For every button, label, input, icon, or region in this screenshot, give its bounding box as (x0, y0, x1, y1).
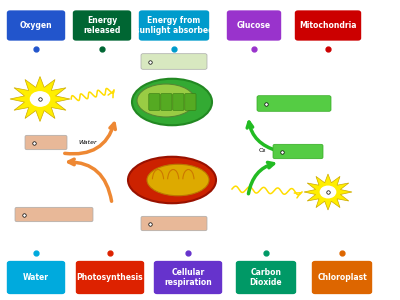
Text: Water: Water (78, 140, 97, 145)
Text: Chloroplast: Chloroplast (317, 273, 367, 282)
Text: Water: Water (23, 273, 49, 282)
Polygon shape (304, 174, 352, 210)
FancyBboxPatch shape (185, 94, 196, 110)
FancyBboxPatch shape (7, 10, 65, 40)
FancyBboxPatch shape (173, 94, 184, 110)
Text: Energy
released: Energy released (83, 16, 121, 35)
FancyBboxPatch shape (141, 54, 207, 69)
FancyBboxPatch shape (236, 261, 296, 294)
FancyBboxPatch shape (73, 10, 131, 40)
Text: Carbon
Dioxide: Carbon Dioxide (250, 268, 282, 287)
FancyBboxPatch shape (257, 96, 331, 111)
Text: Cellular
respiration: Cellular respiration (164, 268, 212, 287)
FancyBboxPatch shape (15, 207, 93, 222)
Circle shape (320, 186, 336, 198)
FancyBboxPatch shape (295, 10, 361, 40)
Text: Photosynthesis: Photosynthesis (77, 273, 143, 282)
Ellipse shape (137, 84, 195, 117)
FancyBboxPatch shape (76, 261, 144, 294)
Ellipse shape (128, 157, 216, 203)
Text: Energy from
sunlight absorbed: Energy from sunlight absorbed (135, 16, 213, 35)
Text: Glucose: Glucose (237, 21, 271, 30)
FancyBboxPatch shape (161, 94, 172, 110)
FancyBboxPatch shape (227, 10, 281, 40)
Text: Oxygen: Oxygen (20, 21, 52, 30)
Ellipse shape (147, 164, 209, 196)
FancyBboxPatch shape (25, 135, 67, 150)
Text: Mitochondria: Mitochondria (299, 21, 357, 30)
FancyBboxPatch shape (154, 261, 222, 294)
Circle shape (30, 92, 50, 106)
FancyBboxPatch shape (312, 261, 372, 294)
Ellipse shape (132, 79, 212, 125)
FancyBboxPatch shape (141, 216, 207, 231)
FancyBboxPatch shape (139, 10, 209, 40)
FancyBboxPatch shape (149, 94, 160, 110)
FancyBboxPatch shape (273, 144, 323, 159)
FancyBboxPatch shape (7, 261, 65, 294)
Text: O₂: O₂ (258, 148, 266, 153)
Polygon shape (10, 76, 70, 122)
